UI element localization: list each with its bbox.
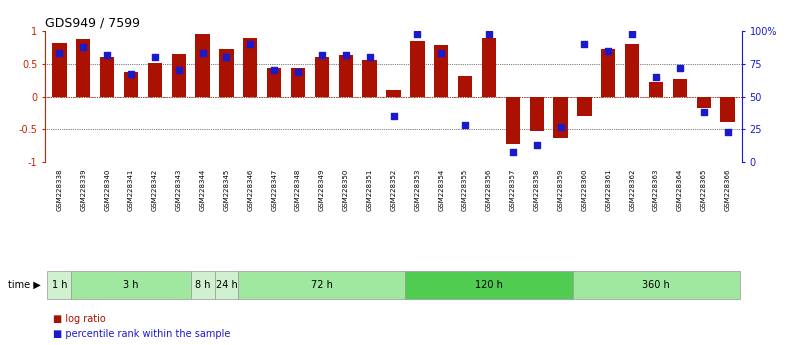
Bar	[601, 49, 615, 97]
Point	[674, 65, 687, 70]
Point	[125, 71, 138, 77]
Bar	[577, 97, 592, 116]
Bar	[214, 271, 238, 298]
Bar	[238, 271, 406, 298]
Bar	[339, 55, 353, 97]
Bar	[291, 68, 305, 97]
Bar	[76, 39, 90, 97]
Point	[292, 69, 305, 75]
Point	[459, 123, 471, 128]
Bar	[148, 62, 162, 97]
Point	[363, 55, 376, 60]
Bar	[315, 57, 329, 97]
Point	[339, 52, 352, 57]
Bar	[386, 90, 401, 97]
Bar	[195, 34, 210, 97]
Bar	[100, 57, 114, 97]
Point	[388, 114, 400, 119]
Point	[53, 51, 66, 56]
Point	[244, 41, 256, 47]
Bar	[505, 97, 520, 144]
Bar	[52, 43, 66, 97]
Point	[316, 52, 328, 57]
Text: ■ percentile rank within the sample: ■ percentile rank within the sample	[53, 329, 230, 339]
Bar	[124, 72, 138, 97]
Point	[435, 51, 448, 56]
Bar	[625, 44, 639, 97]
Text: 3 h: 3 h	[123, 280, 138, 290]
Bar	[482, 38, 496, 97]
Bar	[191, 271, 214, 298]
Point	[220, 55, 233, 60]
Bar	[697, 97, 711, 108]
Text: 8 h: 8 h	[195, 280, 210, 290]
Bar	[673, 79, 687, 97]
Bar	[362, 60, 377, 97]
Point	[721, 129, 734, 135]
Text: 120 h: 120 h	[475, 280, 503, 290]
Point	[100, 52, 113, 57]
Point	[626, 31, 638, 37]
Point	[506, 149, 519, 155]
Bar	[529, 97, 544, 131]
Text: 24 h: 24 h	[216, 280, 237, 290]
Point	[196, 51, 209, 56]
Text: time ▶: time ▶	[9, 280, 41, 289]
Bar	[721, 97, 735, 121]
Point	[554, 124, 567, 129]
Bar	[219, 49, 233, 97]
Point	[411, 31, 424, 37]
Text: 72 h: 72 h	[311, 280, 333, 290]
Bar	[573, 271, 740, 298]
Bar	[411, 41, 425, 97]
Point	[698, 110, 710, 115]
Point	[172, 68, 185, 73]
Bar	[243, 38, 258, 97]
Point	[77, 44, 89, 50]
Bar	[47, 271, 71, 298]
Bar	[554, 97, 568, 138]
Point	[149, 55, 161, 60]
Point	[649, 74, 662, 80]
Bar	[172, 54, 186, 97]
Bar	[458, 76, 472, 97]
Point	[483, 31, 495, 37]
Text: GDS949 / 7599: GDS949 / 7599	[45, 17, 140, 30]
Text: ■ log ratio: ■ log ratio	[53, 314, 106, 324]
Point	[602, 48, 615, 53]
Point	[578, 41, 591, 47]
Bar	[649, 82, 663, 97]
Text: 1 h: 1 h	[51, 280, 67, 290]
Bar	[406, 271, 573, 298]
Text: 360 h: 360 h	[642, 280, 670, 290]
Point	[268, 68, 281, 73]
Bar	[267, 68, 282, 97]
Bar	[434, 46, 448, 97]
Bar	[71, 271, 191, 298]
Point	[531, 142, 543, 148]
